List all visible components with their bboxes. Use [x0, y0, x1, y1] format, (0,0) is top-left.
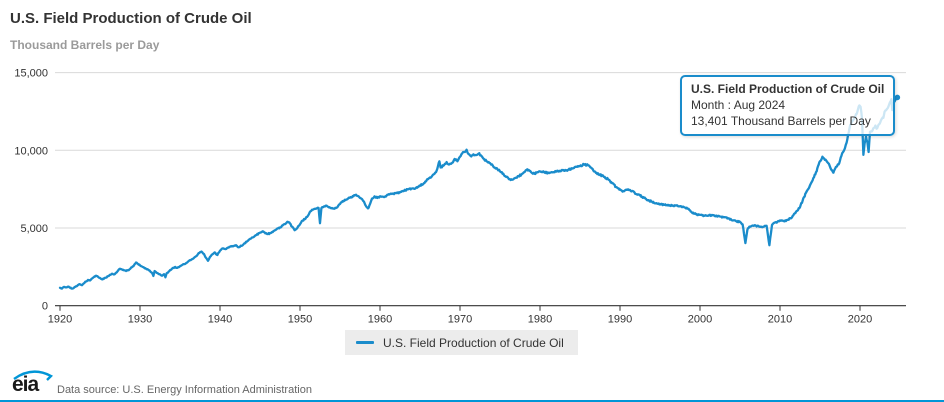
x-tick-label: 2000 [688, 314, 712, 326]
series-line[interactable] [58, 96, 899, 290]
eia-logo-swoosh-icon [13, 370, 54, 381]
x-tick-label: 2020 [848, 314, 872, 326]
chart-subtitle: Thousand Barrels per Day [10, 38, 160, 52]
eia-logo-text: eia [12, 373, 39, 396]
x-tick-label: 1920 [48, 314, 72, 326]
data-source-text: Data source: U.S. Energy Information Adm… [57, 384, 312, 396]
eia-logo: eia [10, 370, 56, 398]
x-tick-label: 1930 [128, 314, 152, 326]
chart-title: U.S. Field Production of Crude Oil [10, 10, 252, 27]
x-tick-label: 1940 [208, 314, 232, 326]
x-tick-label: 1980 [528, 314, 552, 326]
legend-line-icon [356, 341, 374, 344]
x-tick-label: 1970 [448, 314, 472, 326]
x-tick-label: 1990 [608, 314, 632, 326]
y-tick-label: 5,000 [20, 223, 48, 235]
legend-item[interactable]: U.S. Field Production of Crude Oil [345, 330, 578, 355]
y-tick-label: 0 [42, 301, 48, 313]
legend-label: U.S. Field Production of Crude Oil [383, 335, 564, 350]
y-tick-label: 10,000 [14, 145, 48, 157]
x-tick-label: 2010 [768, 314, 792, 326]
y-tick-label: 15,000 [14, 68, 48, 80]
x-tick-label: 1950 [288, 314, 312, 326]
bottom-accent-rule [0, 400, 944, 402]
x-tick-label: 1960 [368, 314, 392, 326]
series-end-marker [894, 94, 901, 101]
